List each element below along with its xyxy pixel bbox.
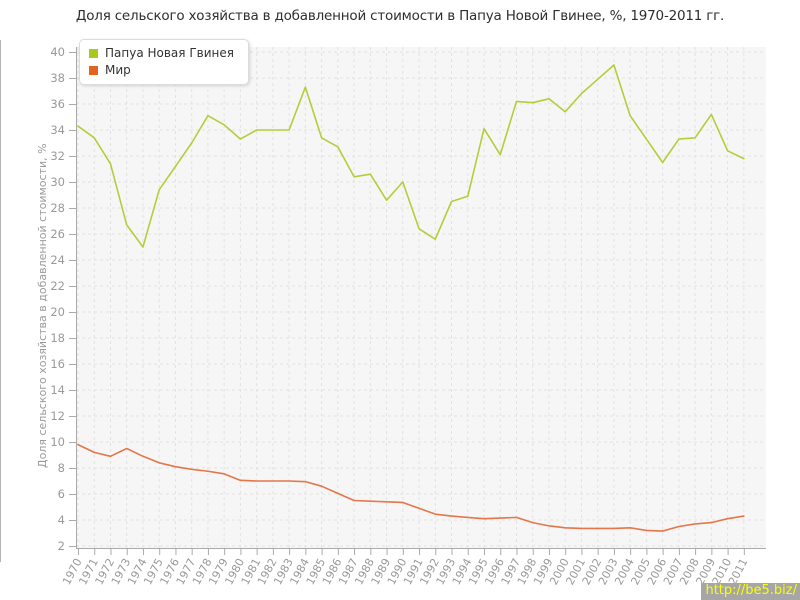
svg-text:22: 22 (50, 279, 65, 293)
legend-swatch-papua-new-guinea-icon (89, 49, 98, 58)
svg-text:8: 8 (58, 461, 65, 475)
svg-text:4: 4 (58, 513, 65, 527)
svg-text:12: 12 (50, 409, 65, 423)
y-axis-title: Доля сельского хозяйства в добавленной с… (36, 143, 49, 468)
legend-swatch-world-icon (89, 66, 98, 75)
svg-text:10: 10 (50, 435, 65, 449)
svg-text:24: 24 (50, 253, 65, 267)
svg-text:6: 6 (58, 487, 65, 501)
left-edge-strip (0, 40, 1, 562)
chart-title: Доля сельского хозяйства в добавленной с… (75, 8, 725, 24)
svg-text:34: 34 (50, 123, 65, 137)
x-tick-labels: 1970197119721973197419751976197719781979… (60, 556, 750, 587)
legend: Папуа Новая Гвинея Мир (79, 39, 249, 85)
svg-text:20: 20 (50, 305, 65, 319)
svg-text:28: 28 (50, 201, 65, 215)
legend-item-papua-new-guinea: Папуа Новая Гвинея (89, 45, 234, 62)
svg-text:40: 40 (50, 45, 65, 59)
gridlines (76, 47, 766, 548)
legend-label-papua-new-guinea: Папуа Новая Гвинея (105, 46, 234, 60)
svg-text:2: 2 (58, 539, 65, 553)
series-line-world (77, 443, 745, 532)
svg-text:26: 26 (50, 227, 65, 241)
series-line-papua-new-guinea (77, 64, 745, 248)
svg-text:14: 14 (50, 383, 65, 397)
axes (69, 47, 766, 555)
svg-text:16: 16 (50, 357, 65, 371)
plot-background (76, 47, 766, 548)
watermark-url: http://be5.biz/ (701, 583, 800, 600)
legend-item-world: Мир (89, 62, 234, 79)
svg-text:36: 36 (50, 97, 65, 111)
svg-text:32: 32 (50, 149, 65, 163)
svg-text:30: 30 (50, 175, 65, 189)
svg-text:38: 38 (50, 71, 65, 85)
svg-text:18: 18 (50, 331, 65, 345)
legend-label-world: Мир (105, 63, 131, 77)
